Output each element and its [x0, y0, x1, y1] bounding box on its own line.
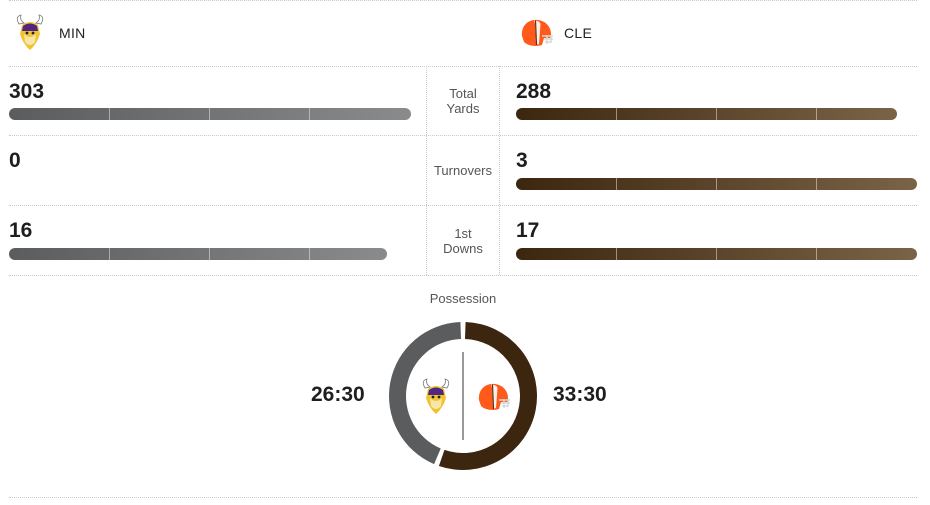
bar-tick [616, 248, 617, 260]
first-downs-label: 1st Downs [443, 226, 483, 256]
vikings-logo-icon [422, 378, 450, 414]
cle-stat-bar-fill [516, 248, 917, 260]
cle-first-downs-bar [516, 248, 917, 260]
bar-tick [209, 108, 210, 120]
cle-possession-time: 33:30 [553, 383, 607, 406]
bar-tick [816, 178, 817, 190]
divider [426, 66, 427, 275]
cle-total-yards-bar [516, 108, 917, 120]
team-abbr-min: MIN [59, 25, 86, 41]
cle-turnovers-bar [516, 178, 917, 190]
turnovers-label: Turnovers [433, 163, 493, 178]
min-total-yards-bar [9, 108, 411, 120]
cle-turnovers: 3 [516, 149, 528, 172]
divider [9, 135, 917, 136]
browns-helmet-icon [478, 383, 510, 410]
browns-helmet-icon [518, 14, 553, 52]
cle-stat-bar-fill [516, 178, 917, 190]
divider [499, 66, 500, 275]
vikings-logo-icon [13, 14, 47, 52]
bar-tick [309, 248, 310, 260]
cle-total-yards: 288 [516, 80, 552, 103]
min-turnovers: 0 [9, 149, 21, 172]
bar-tick [109, 108, 110, 120]
divider [9, 275, 917, 276]
min-turnovers-bar [9, 178, 411, 190]
min-first-downs: 16 [9, 219, 33, 242]
bar-tick [309, 108, 310, 120]
bar-tick [616, 178, 617, 190]
cle-possession-arc [438, 322, 537, 470]
bar-tick [716, 108, 717, 120]
cle-first-downs: 17 [516, 219, 540, 242]
divider [9, 66, 917, 67]
bar-tick [816, 248, 817, 260]
bar-tick [209, 248, 210, 260]
total-yards-label: Total Yards [446, 86, 480, 116]
divider [9, 205, 917, 206]
bar-tick [716, 178, 717, 190]
team-header-cle[interactable]: CLE [518, 14, 592, 52]
min-total-yards: 303 [9, 80, 45, 103]
bar-tick [616, 108, 617, 120]
divider [9, 0, 917, 1]
min-possession-arc [389, 322, 462, 465]
possession-title: Possession [429, 291, 497, 306]
possession-donut [389, 322, 537, 470]
team-header-min[interactable]: MIN [13, 14, 86, 52]
bar-tick [109, 248, 110, 260]
bar-tick [816, 108, 817, 120]
min-first-downs-bar [9, 248, 411, 260]
min-stat-bar-fill [9, 108, 411, 120]
bar-tick [716, 248, 717, 260]
divider [9, 497, 917, 498]
min-possession-time: 26:30 [311, 383, 365, 406]
cle-stat-bar-fill [516, 108, 897, 120]
team-abbr-cle: CLE [564, 25, 593, 41]
min-stat-bar-fill [9, 248, 387, 260]
